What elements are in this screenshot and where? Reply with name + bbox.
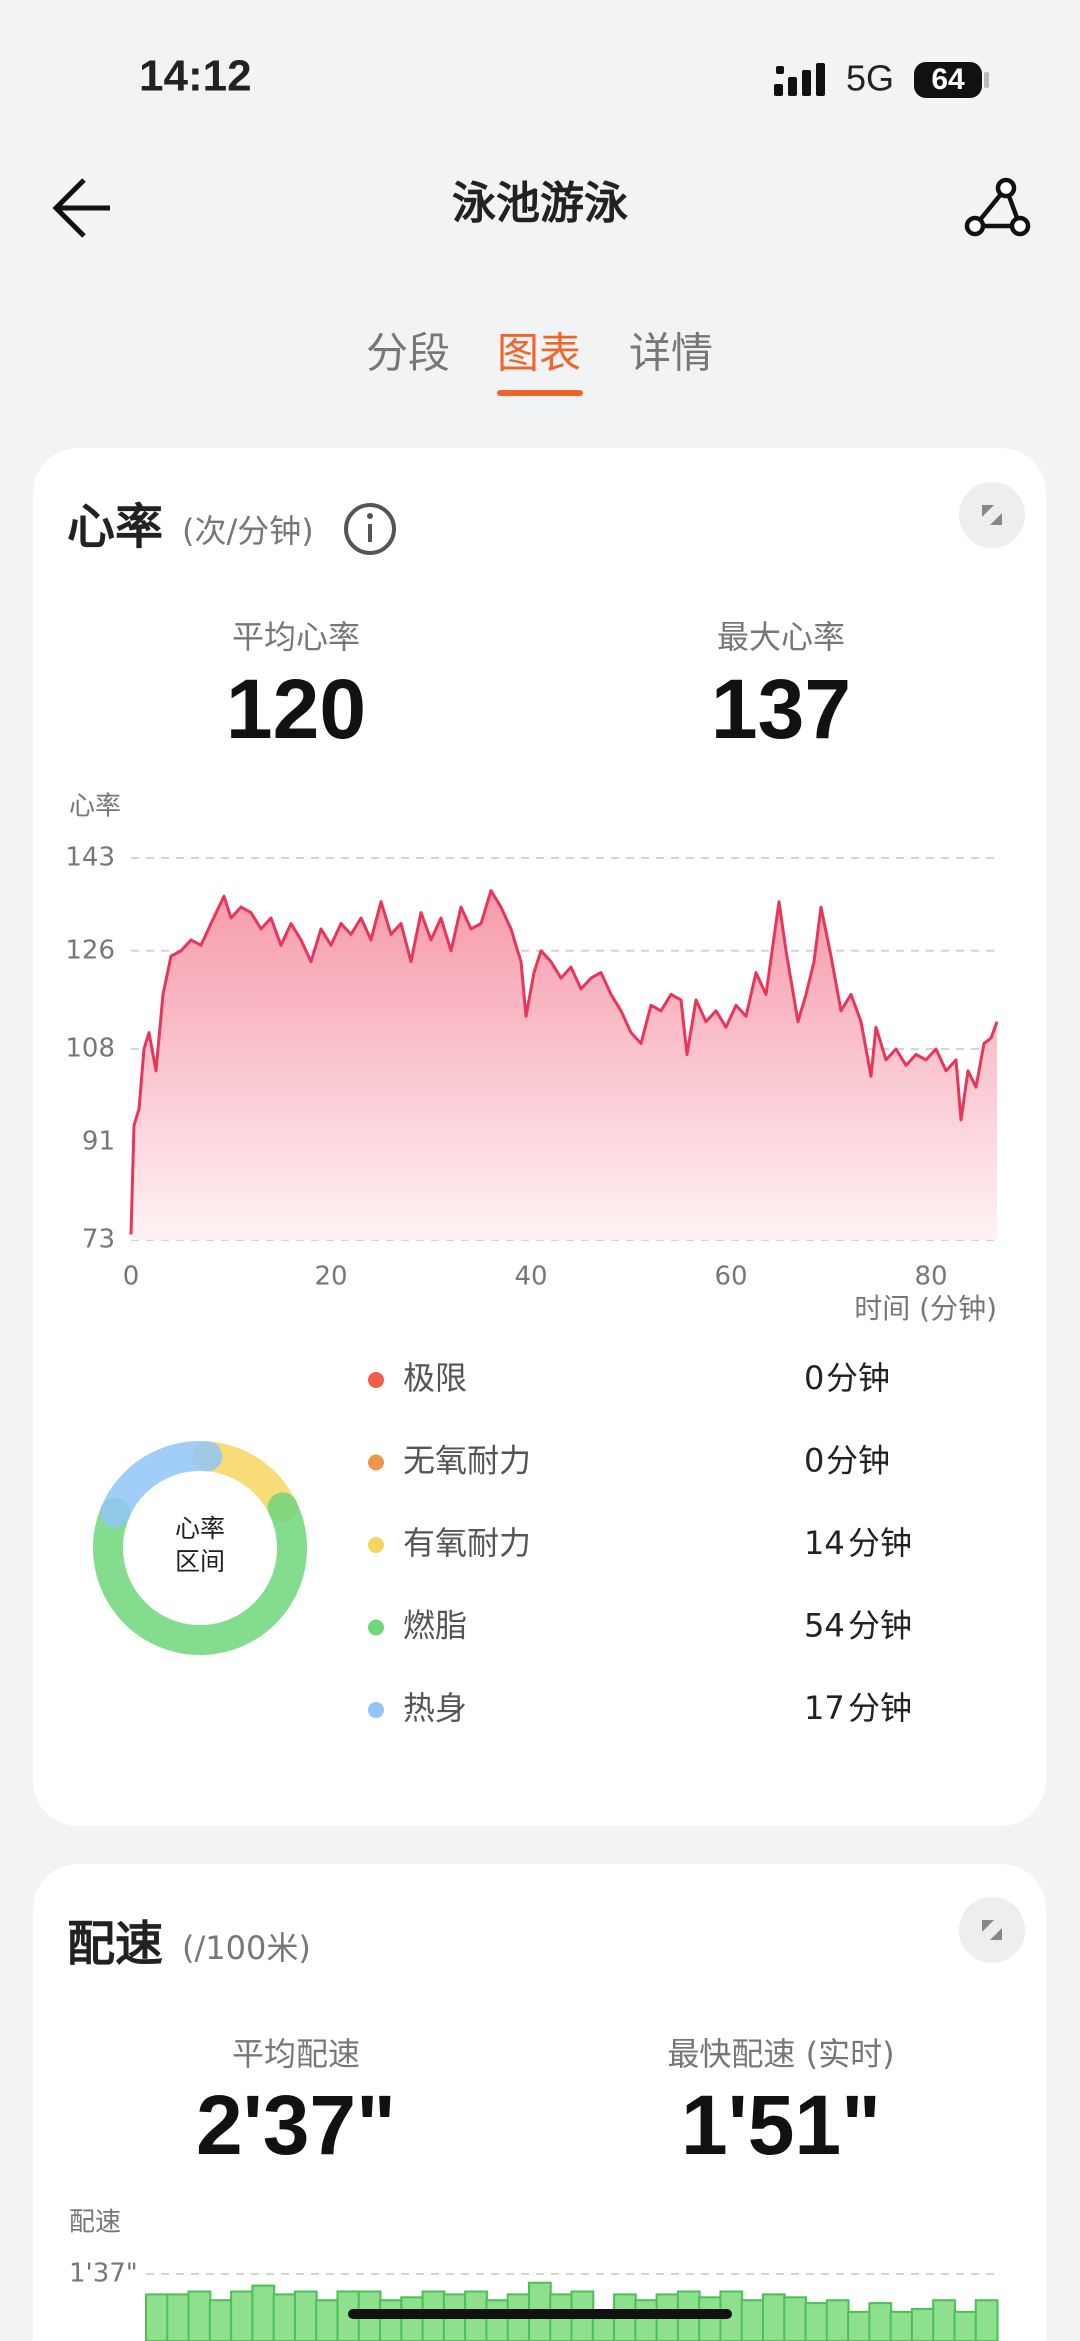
home-indicator: [348, 2309, 732, 2319]
tab-indicator: [497, 390, 583, 396]
bar: [804, 2302, 829, 2341]
signal-icon: [774, 63, 825, 96]
bar: [634, 2299, 659, 2341]
zone-minutes: 17: [804, 1689, 845, 1727]
bar: [166, 2293, 191, 2341]
card-title: 配速: [67, 1916, 163, 1972]
donut-segment: [93, 1492, 307, 1655]
battery-tip: [984, 72, 989, 88]
line: [129, 889, 999, 1235]
network: 5G: [846, 58, 894, 99]
zone-name: 有氧耐力: [403, 1524, 531, 1562]
zone-minutes: 54: [804, 1607, 845, 1645]
bar: [251, 2284, 276, 2341]
info-icon[interactable]: [344, 503, 396, 555]
bar: [208, 2299, 233, 2341]
bar: [889, 2310, 914, 2341]
stat-label: 最快配速 (实时): [667, 2035, 894, 2073]
legend-dot: [368, 1702, 384, 1718]
legend-dot: [368, 1537, 384, 1553]
zone-name: 燃脂: [403, 1607, 467, 1645]
bar: [379, 2299, 403, 2341]
legend-dot: [368, 1372, 384, 1388]
bar: [315, 2299, 339, 2341]
bar: [974, 2299, 999, 2341]
stat-value: 1'51": [681, 2078, 881, 2172]
y-tick-label: 91: [82, 1126, 115, 1156]
card: [33, 1864, 1046, 2341]
y-tick-label: 143: [65, 843, 115, 873]
zone-unit: 分钟: [848, 1607, 912, 1645]
donut-label: 心率: [175, 1514, 225, 1543]
zone-minutes: 0: [804, 1359, 824, 1397]
tab-active[interactable]: 图表: [497, 329, 581, 378]
share-button[interactable]: [964, 177, 1031, 237]
bar: [761, 2293, 786, 2341]
y-tick-label: 73: [82, 1225, 115, 1255]
x-tick-label: 40: [514, 1262, 547, 1292]
y-tick-label: 1'37": [69, 2259, 138, 2289]
bar: [485, 2299, 510, 2341]
bar: [868, 2302, 893, 2341]
bar: [400, 2296, 425, 2341]
bar: [293, 2290, 318, 2341]
bar: [272, 2293, 297, 2341]
bar: [740, 2299, 765, 2341]
battery: [914, 62, 982, 98]
battery-level: 64: [931, 63, 965, 96]
zone-name: 热身: [403, 1689, 467, 1727]
zone-minutes: 0: [804, 1442, 824, 1480]
zone-unit: 分钟: [826, 1442, 890, 1480]
back-button[interactable]: [52, 178, 110, 238]
bar: [698, 2296, 722, 2341]
x-tick-label: 80: [914, 1262, 947, 1292]
bar: [783, 2296, 808, 2341]
stat-value: 137: [711, 662, 851, 756]
bar: [187, 2290, 212, 2341]
expand-button[interactable]: [959, 1897, 1025, 1963]
tab[interactable]: 详情: [629, 329, 713, 378]
y-axis-label: 心率: [69, 792, 121, 822]
y-tick-label: 108: [65, 1034, 115, 1064]
bar: [825, 2299, 850, 2341]
zone-minutes: 14: [804, 1524, 845, 1562]
bar: [847, 2310, 871, 2341]
x-axis-label: 时间 (分钟): [854, 1292, 997, 1325]
bar: [230, 2290, 254, 2341]
legend-dot: [368, 1454, 384, 1471]
donut-segment: [100, 1441, 223, 1528]
stat-value: 120: [226, 662, 366, 756]
stat-label: 平均心率: [232, 618, 360, 656]
x-tick-label: 0: [123, 1262, 140, 1292]
zone-name: 无氧耐力: [403, 1442, 531, 1480]
time: 14:12: [139, 52, 252, 101]
y-axis-label: 配速: [69, 2208, 121, 2238]
zone-unit: 分钟: [848, 1689, 912, 1727]
bar: [145, 2293, 169, 2341]
zone-unit: 分钟: [848, 1524, 912, 1562]
zone-unit: 分钟: [826, 1359, 890, 1397]
x-tick-label: 60: [714, 1262, 747, 1292]
stat-label: 最大心率: [717, 618, 845, 656]
legend-dot: [368, 1619, 384, 1636]
x-tick-label: 20: [314, 1262, 347, 1292]
y-tick-label: 126: [65, 935, 115, 965]
zone-name: 极限: [403, 1359, 467, 1397]
area: [131, 890, 997, 1240]
stat-value: 2'37": [196, 2078, 396, 2172]
card-title: 心率: [67, 499, 163, 555]
page-title: 泳池游泳: [452, 178, 628, 229]
card-unit: (/100米): [182, 1929, 311, 1967]
bar: [932, 2299, 956, 2341]
donut-label: 区间: [175, 1547, 225, 1576]
bar: [910, 2307, 935, 2341]
bar: [953, 2310, 978, 2341]
stat-label: 平均配速: [232, 2035, 360, 2073]
tab[interactable]: 分段: [366, 329, 450, 378]
card-unit: (次/分钟): [182, 512, 314, 550]
expand-button[interactable]: [959, 482, 1025, 548]
